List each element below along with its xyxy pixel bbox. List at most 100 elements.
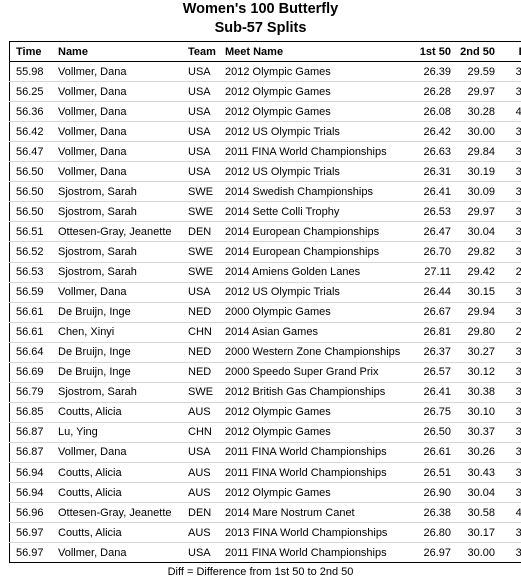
cell-diff: 3.35 xyxy=(499,402,521,423)
cell-split1: 26.51 xyxy=(411,462,455,484)
cell-split1: 26.50 xyxy=(411,422,455,443)
cell-split1: 26.70 xyxy=(411,241,455,263)
cell-name: Sjostrom, Sarah xyxy=(53,201,184,223)
cell-time: 56.53 xyxy=(9,262,53,283)
cell-split1: 27.11 xyxy=(411,262,455,283)
cell-split2: 30.17 xyxy=(455,522,499,544)
table-row: 56.87 Vollmer, Dana USA 2011 FINA World Cha… xyxy=(9,442,521,463)
table-row: 56.42 Vollmer, Dana USA 2012 US Olympic Tri… xyxy=(9,121,521,143)
cell-time: 56.94 xyxy=(9,462,53,484)
header-split1: 1st 50 xyxy=(411,41,455,63)
cell-split2: 30.12 xyxy=(455,362,499,383)
cell-name: Coutts, Alicia xyxy=(53,482,184,504)
cell-time: 56.42 xyxy=(9,121,53,143)
cell-split1: 26.28 xyxy=(411,81,455,103)
cell-time: 56.85 xyxy=(9,402,53,423)
cell-diff: 3.65 xyxy=(499,442,521,463)
cell-meet: 2000 Olympic Games xyxy=(223,302,411,323)
table-row: 56.64 De Bruijn, Inge NED 2000 Western Zone… xyxy=(9,342,521,363)
cell-meet: 2012 Olympic Games xyxy=(223,482,411,504)
header-team: Team xyxy=(184,41,223,63)
table-row: 55.98 Vollmer, Dana USA 2012 Olympic Games 2… xyxy=(9,61,521,83)
footnote: Diff = Difference from 1st 50 to 2nd 50 xyxy=(167,566,354,578)
cell-name: Vollmer, Dana xyxy=(53,442,184,463)
header-split2: 2nd 50 xyxy=(455,41,499,63)
cell-time: 56.97 xyxy=(9,522,53,544)
cell-diff: 4.20 xyxy=(499,502,521,524)
cell-diff: 2.31 xyxy=(499,262,521,283)
table-row: 56.97 Coutts, Alicia AUS 2013 FINA World Ch… xyxy=(9,522,521,544)
cell-diff: 3.21 xyxy=(499,141,521,163)
cell-split1: 26.67 xyxy=(411,302,455,323)
cell-meet: 2014 Asian Games xyxy=(223,322,411,343)
table-row: 56.96 Ottesen-Gray, Jeanette DEN 2014 Mare … xyxy=(9,502,521,524)
cell-meet: 2014 Swedish Championships xyxy=(223,181,411,203)
table-header-row: Time Name Team Meet Name 1st 50 2nd 50 D… xyxy=(9,41,521,63)
cell-meet: 2012 US Olympic Trials xyxy=(223,161,411,183)
table-row: 56.94 Coutts, Alicia AUS 2011 FINA World Ch… xyxy=(9,462,521,484)
cell-split2: 29.82 xyxy=(455,241,499,263)
cell-team: USA xyxy=(184,121,223,143)
cell-split1: 26.44 xyxy=(411,282,455,303)
cell-team: NED xyxy=(184,342,223,363)
cell-split1: 26.63 xyxy=(411,141,455,163)
cell-team: USA xyxy=(184,161,223,183)
cell-meet: 2014 Amiens Golden Lanes xyxy=(223,262,411,283)
table-row: 56.47 Vollmer, Dana USA 2011 FINA World Cha… xyxy=(9,141,521,163)
cell-time: 56.64 xyxy=(9,342,53,363)
cell-team: NED xyxy=(184,302,223,323)
table-row: 56.69 De Bruijn, Inge NED 2000 Speedo Super… xyxy=(9,362,521,383)
cell-diff: 3.88 xyxy=(499,161,521,183)
cell-split2: 30.26 xyxy=(455,442,499,463)
cell-split2: 29.59 xyxy=(455,61,499,83)
cell-name: Vollmer, Dana xyxy=(53,101,184,123)
cell-split1: 26.41 xyxy=(411,181,455,203)
cell-diff: 2.99 xyxy=(499,322,521,343)
cell-name: Vollmer, Dana xyxy=(53,61,184,83)
cell-meet: 2012 Olympic Games xyxy=(223,422,411,443)
cell-name: De Bruijn, Inge xyxy=(53,362,184,383)
cell-name: Vollmer, Dana xyxy=(53,141,184,163)
header-diff: Diff xyxy=(499,41,521,63)
cell-meet: 2011 FINA World Championships xyxy=(223,462,411,484)
cell-split1: 26.57 xyxy=(411,362,455,383)
cell-team: CHN xyxy=(184,422,223,443)
cell-diff: 3.92 xyxy=(499,462,521,484)
cell-time: 56.51 xyxy=(9,221,53,243)
cell-team: USA xyxy=(188,546,211,559)
cell-split2: 30.00 xyxy=(467,546,495,559)
cell-team: SWE xyxy=(184,181,223,203)
cell-diff: 3.55 xyxy=(499,362,521,383)
cell-name: Lu, Ying xyxy=(53,422,184,443)
table-row: 56.79 Sjostrom, Sarah SWE 2012 British Gas … xyxy=(9,382,521,403)
cell-name: Sjostrom, Sarah xyxy=(53,262,184,283)
cell-split2: 29.97 xyxy=(455,201,499,223)
cell-diff: 3.14 xyxy=(499,482,521,504)
table-row: 56.59 Vollmer, Dana USA 2012 US Olympic Tri… xyxy=(9,282,521,303)
cell-split1: 26.41 xyxy=(411,382,455,403)
cell-name: De Bruijn, Inge xyxy=(53,302,184,323)
cell-name: Coutts, Alicia xyxy=(53,402,184,423)
cell-time: 56.52 xyxy=(9,241,53,263)
cell-split1: 26.81 xyxy=(411,322,455,343)
table-row: 56.61 De Bruijn, Inge NED 2000 Olympic Game… xyxy=(9,302,521,323)
table-row: 56.50 Sjostrom, Sarah SWE 2014 Sette Colli … xyxy=(9,201,521,223)
cell-team: USA xyxy=(184,81,223,103)
cell-name: Vollmer, Dana xyxy=(53,81,184,103)
cell-split2: 30.37 xyxy=(455,422,499,443)
cell-time: 55.98 xyxy=(9,61,53,83)
cell-team: SWE xyxy=(184,382,223,403)
cell-diff: 3.58 xyxy=(499,121,521,143)
table-row: 56.87 Lu, Ying CHN 2012 Olympic Games 26.50 3… xyxy=(9,422,521,443)
cell-time: 56.50 xyxy=(9,161,53,183)
cell-split1: 26.61 xyxy=(411,442,455,463)
cell-meet: 2014 European Championships xyxy=(223,241,411,263)
cell-time: 56.69 xyxy=(9,362,53,383)
cell-meet: 2014 Mare Nostrum Canet xyxy=(223,502,411,524)
cell-diff: 3.90 xyxy=(499,342,521,363)
cell-meet: 2012 Olympic Games xyxy=(223,402,411,423)
cell-team: SWE xyxy=(184,262,223,283)
cell-meet: 2000 Speedo Super Grand Prix xyxy=(223,362,411,383)
cell-meet: 2012 Olympic Games xyxy=(223,61,411,83)
cell-team: CHN xyxy=(184,322,223,343)
